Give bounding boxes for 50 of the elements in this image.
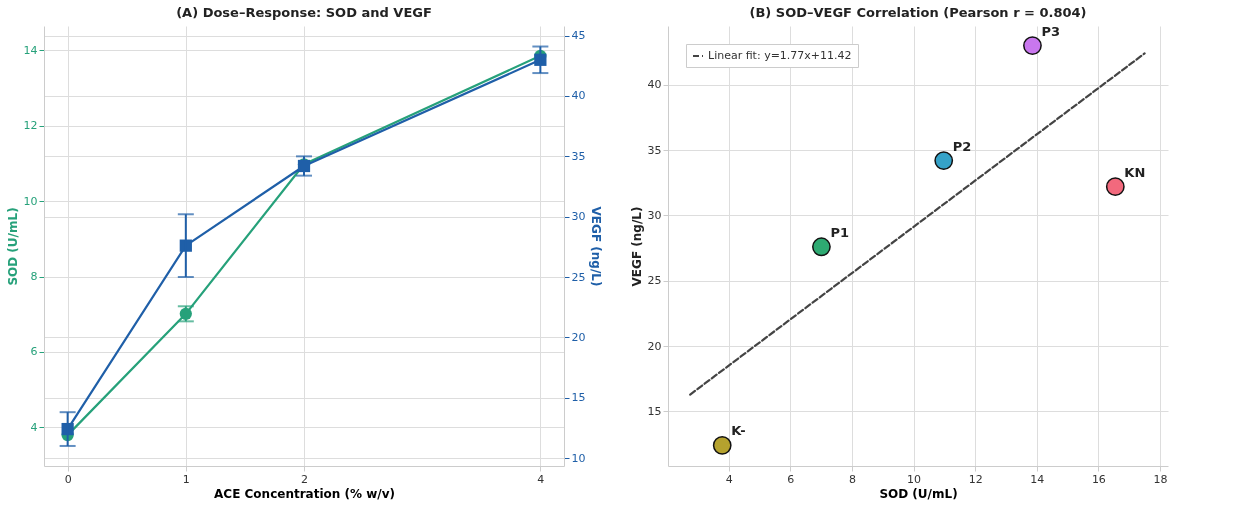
point (712, 435, 732, 455)
y-tick-label: 6 (30, 345, 38, 359)
point (1105, 177, 1125, 197)
annotation: P1 (830, 224, 849, 240)
y2-tick-label: 10 (571, 451, 586, 465)
x-tick-label: 6 (787, 472, 795, 486)
point (934, 151, 954, 170)
y2-tick-label: 45 (571, 29, 586, 43)
y2-axis-title: VEGF (ng/L) (589, 206, 604, 287)
x-tick-label: 2 (301, 472, 308, 486)
point (1023, 36, 1042, 55)
x-tick-label: 4 (725, 472, 733, 486)
y-axis-title: SOD (U/mL) (5, 207, 20, 286)
x-tick-label: 18 (1153, 472, 1168, 486)
x-axis-title: ACE Concentration (% w/v) (214, 486, 395, 501)
y-tick-label: 35 (647, 143, 662, 157)
legend-label: Linear fit: y=1.77x+11.42 (708, 49, 852, 62)
point (812, 237, 831, 257)
chart-title: (A) Dose–Response: SOD and VEGF (176, 5, 432, 20)
chart-title: (B) SOD–VEGF Correlation (Pearson r = 0.804) (749, 4, 1087, 20)
y-tick-label: 14 (23, 43, 38, 57)
y-tick-label: 20 (647, 339, 662, 353)
x-tick-label: 14 (1030, 472, 1045, 486)
y-tick-label: 10 (23, 194, 38, 208)
annotation: KN (1124, 164, 1146, 180)
annotation: P2 (952, 138, 972, 154)
y-tick-label: 4 (30, 420, 38, 434)
x-tick-label: 1 (182, 472, 190, 486)
y-tick-label: 30 (647, 208, 662, 222)
y2-tick-label: 25 (571, 270, 586, 284)
x-tick-label: 8 (848, 472, 856, 486)
y-tick-label: 40 (647, 78, 662, 92)
x-tick-label: 4 (537, 472, 545, 486)
y2-tick-label: 40 (571, 89, 586, 103)
x-tick-label: 0 (64, 472, 72, 486)
y-tick-label: 15 (647, 404, 662, 418)
y-tick-label: 25 (647, 274, 662, 288)
y2-tick-label: 35 (571, 149, 586, 163)
x-tick-label: 12 (968, 472, 983, 486)
annotation: K- (731, 423, 746, 439)
y-axis-title: VEGF (ng/L) (629, 206, 644, 287)
x-tick-label: 10 (907, 472, 922, 486)
y2-tick-label: 30 (571, 210, 586, 224)
y2-tick-label: 15 (571, 391, 586, 405)
x-axis-title: SOD (U/mL) (879, 486, 958, 501)
y2-tick-label: 20 (571, 330, 586, 344)
y-tick-label: 8 (30, 270, 38, 284)
y-tick-label: 12 (23, 119, 38, 133)
annotation: P3 (1041, 23, 1061, 39)
x-tick-label: 16 (1091, 472, 1106, 486)
